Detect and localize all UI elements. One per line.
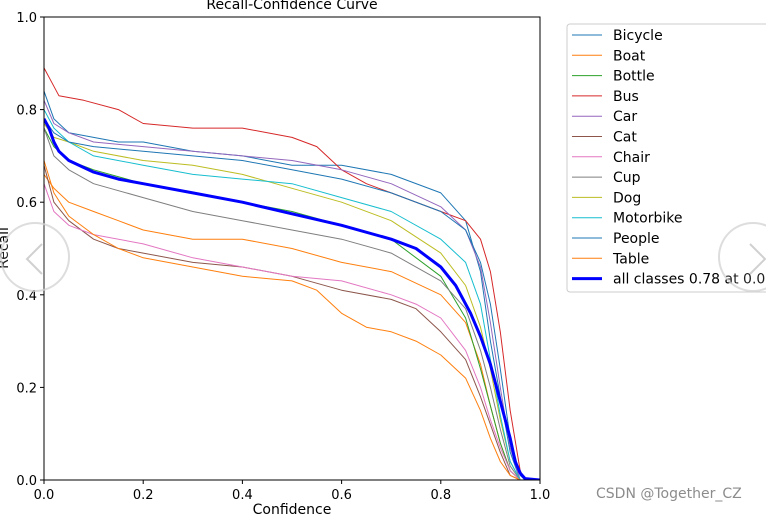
x-tick-label: 0.6 [331, 488, 352, 503]
watermark: CSDN @Together_CZ [596, 486, 742, 502]
y-tick-label: 0.2 [16, 381, 37, 396]
x-tick-label: 0.2 [133, 488, 154, 503]
legend-label: People [613, 231, 660, 247]
series-line-people [44, 118, 540, 480]
legend-label: Table [612, 251, 649, 267]
series-line-cat [44, 165, 540, 480]
y-tick-label: 1.0 [16, 11, 37, 26]
legend-label: Car [613, 109, 637, 125]
series-line-motorbike [44, 109, 540, 480]
x-tick-label: 0.4 [232, 488, 253, 503]
legend-label: Cat [613, 130, 637, 146]
legend-label: Bus [613, 89, 639, 105]
series-line-table [44, 160, 540, 480]
y-ticks: 0.0 0.2 0.4 0.6 0.8 1.0 [16, 11, 44, 489]
y-tick-label: 0.8 [16, 104, 37, 119]
legend-label: Bicycle [613, 28, 663, 44]
x-tick-label: 0.0 [34, 488, 55, 503]
legend-label: Motorbike [613, 211, 682, 227]
next-image-button[interactable] [718, 222, 766, 292]
series-line-dog [44, 123, 540, 480]
series-line-car [44, 100, 540, 480]
legend-label: Cup [613, 170, 641, 186]
chevron-left-icon [25, 243, 43, 275]
series-layer [44, 67, 540, 480]
chevron-right-icon [749, 243, 766, 275]
x-tick-label: 1.0 [530, 488, 551, 503]
chart-title: Recall-Confidence Curve [206, 0, 377, 13]
series-line-cup [44, 127, 540, 480]
x-axis-label: Confidence [253, 502, 332, 514]
series-line-bus [44, 67, 540, 480]
legend-label: Dog [613, 190, 641, 206]
previous-image-button[interactable] [0, 222, 70, 292]
legend: Bicycle Boat Bottle Bus Car Cat Chair Cup Dog Mot… [566, 23, 766, 293]
series-line-all-classes-0-78-at-0-000 [44, 118, 540, 480]
legend-box [566, 23, 766, 293]
y-tick-label: 0.0 [16, 474, 37, 489]
x-tick-label: 0.8 [430, 488, 451, 503]
legend-label: Bottle [613, 69, 655, 85]
y-tick-label: 0.4 [16, 289, 37, 304]
series-line-chair [44, 183, 540, 480]
legend-label: Chair [613, 150, 650, 166]
x-ticks: 0.0 0.2 0.4 0.6 0.8 1.0 [34, 480, 551, 503]
y-tick-label: 0.6 [16, 196, 37, 211]
legend-label: Boat [613, 48, 646, 64]
